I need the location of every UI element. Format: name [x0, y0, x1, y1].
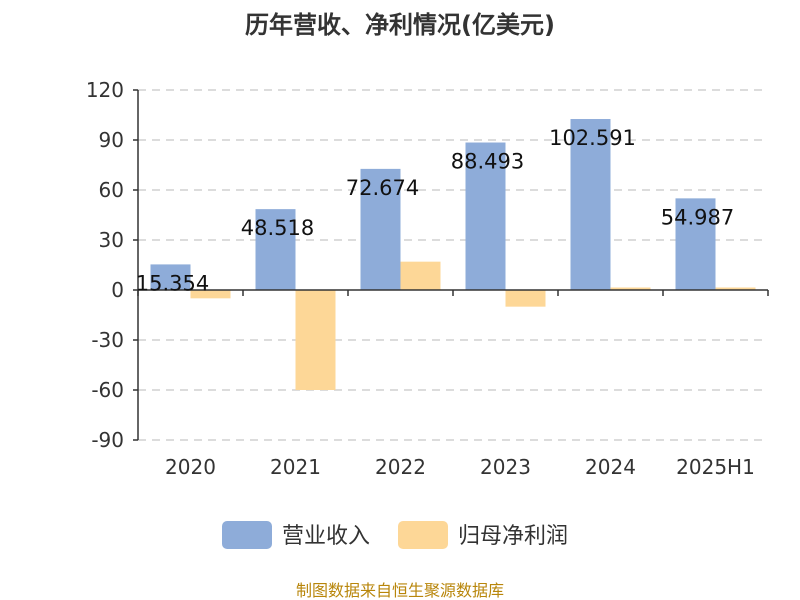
bar-revenue	[570, 119, 611, 290]
x-tick-label: 2021	[270, 455, 321, 479]
bar-net-profit	[295, 290, 336, 390]
y-tick-label: 90	[99, 128, 124, 152]
bar-net-profit	[190, 290, 231, 299]
x-tick-label: 2025H1	[676, 455, 755, 479]
x-tick-label: 2023	[480, 455, 531, 479]
y-tick-label: 120	[86, 78, 124, 102]
bar-net-profit	[400, 261, 441, 290]
data-label: 54.987	[661, 205, 734, 229]
data-label: 72.674	[346, 176, 419, 200]
y-tick-label: -60	[91, 378, 124, 402]
data-label: 102.591	[549, 126, 636, 150]
data-label: 88.493	[451, 150, 524, 174]
legend-swatch	[398, 521, 448, 549]
grid-lines	[138, 89, 768, 441]
data-label: 15.354	[136, 271, 209, 295]
bar-revenue	[360, 168, 401, 290]
bar-revenue	[465, 142, 506, 290]
bar-revenue	[675, 198, 716, 290]
x-tick-label: 2022	[375, 455, 426, 479]
bar-net-profit	[505, 290, 546, 307]
y-tick-label: -30	[91, 328, 124, 352]
y-axis: 120 90 60 30 0 -30 -60 -90	[86, 78, 139, 452]
data-labels: 15.354 48.518 72.674 88.493 102.591 54.987	[136, 126, 734, 295]
legend-label: 归母净利润	[458, 524, 568, 549]
y-tick-label: -90	[91, 428, 124, 452]
data-label: 48.518	[241, 216, 314, 240]
bar-net-profit	[715, 287, 756, 290]
source-note: 制图数据来自恒生聚源数据库	[296, 581, 504, 600]
bar-revenue	[255, 209, 296, 290]
x-axis: 2020 2021 2022 2023 2024 2025H1	[137, 289, 769, 479]
y-tick-label: 30	[99, 228, 124, 252]
bars	[150, 119, 756, 390]
bar-revenue	[150, 264, 191, 290]
legend: 营业收入 归母净利润	[222, 521, 568, 549]
legend-swatch	[222, 521, 272, 549]
y-tick-label: 0	[111, 278, 124, 302]
x-tick-label: 2020	[165, 455, 216, 479]
bar-net-profit	[610, 287, 651, 290]
chart-title: 历年营收、净利情况(亿美元)	[245, 11, 555, 39]
legend-label: 营业收入	[282, 524, 370, 549]
x-tick-label: 2024	[585, 455, 636, 479]
y-tick-label: 60	[99, 178, 124, 202]
